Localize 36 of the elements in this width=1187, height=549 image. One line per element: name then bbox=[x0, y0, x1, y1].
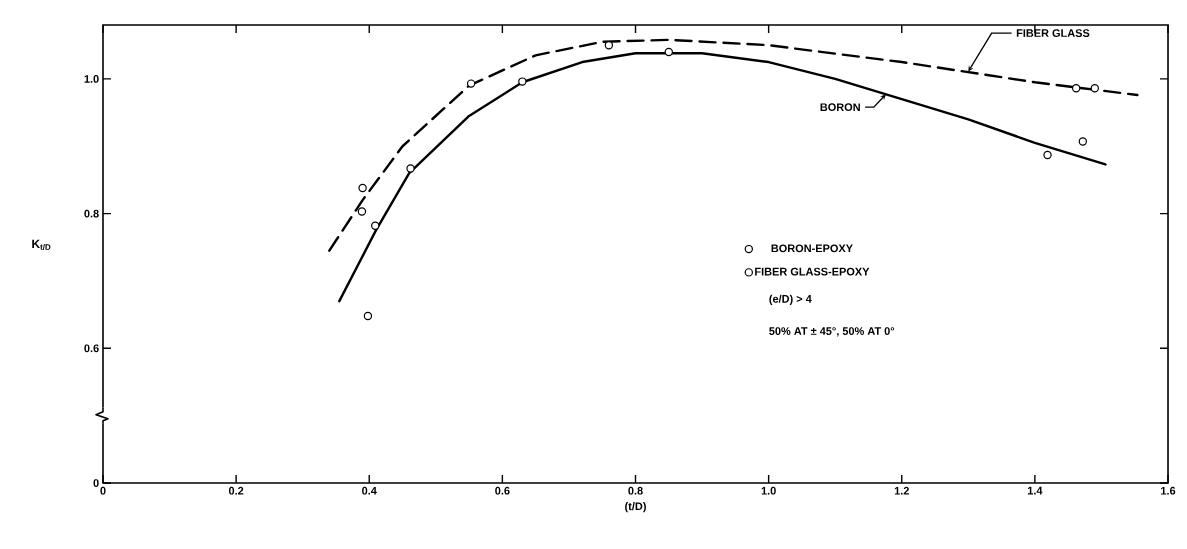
x-tick-label: 1.6 bbox=[1161, 486, 1176, 495]
point bbox=[358, 183, 367, 193]
y-tick-label: 0 bbox=[93, 479, 99, 487]
line-series bbox=[338, 52, 1107, 303]
x-tick-label: 0.2 bbox=[228, 486, 244, 495]
point bbox=[1090, 84, 1099, 93]
legend-label: FIBER GLASS-EPOXY bbox=[755, 267, 870, 276]
annotation: (e/D) > 4 bbox=[769, 294, 812, 305]
point bbox=[604, 41, 614, 50]
point bbox=[406, 164, 415, 173]
x-tick-label: 1.4 bbox=[1027, 486, 1043, 495]
series-label: BORON bbox=[820, 103, 860, 112]
point bbox=[664, 47, 673, 57]
x-tick-label: 0.4 bbox=[362, 486, 377, 495]
y-tick-label: 1.0 bbox=[84, 75, 99, 83]
x-tick-label: 0 bbox=[100, 486, 106, 495]
point bbox=[371, 221, 380, 230]
point bbox=[1071, 84, 1081, 93]
point bbox=[363, 311, 373, 321]
text: FIBER GLASS bbox=[1016, 29, 1090, 37]
x-axis-title: (t/D) bbox=[625, 502, 646, 513]
x-tick-label: 0.6 bbox=[495, 486, 510, 495]
y-axis-title: K$_{t/D}$ bbox=[32, 239, 51, 250]
line-series bbox=[328, 38, 1139, 252]
point bbox=[357, 207, 367, 216]
point bbox=[1078, 137, 1088, 146]
y-tick-label: 0.6 bbox=[84, 344, 99, 353]
legend-label: BORON-EPOXY bbox=[771, 244, 853, 253]
point bbox=[1043, 150, 1052, 160]
annotation: 50% AT ± 45°, 50% AT 0° bbox=[769, 327, 895, 337]
x-tick-label: 1.2 bbox=[894, 486, 909, 495]
x-tick-label: 0.8 bbox=[628, 486, 643, 495]
y-tick-label: 0.8 bbox=[84, 209, 99, 218]
x-tick-label: 1.0 bbox=[761, 486, 776, 495]
point bbox=[466, 79, 476, 88]
point bbox=[518, 77, 527, 86]
